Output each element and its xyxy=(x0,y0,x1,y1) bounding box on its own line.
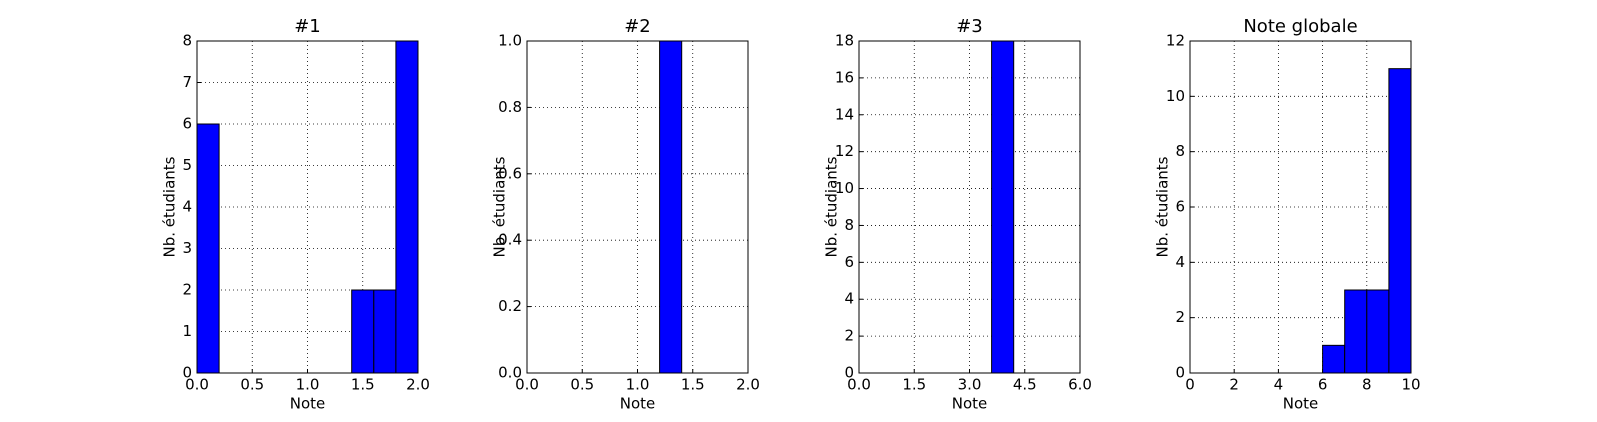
bar xyxy=(196,123,220,374)
x-axis-label: Note xyxy=(290,395,326,413)
x-tick-label: 0.5 xyxy=(240,376,264,394)
chart-title: #3 xyxy=(956,16,983,37)
y-tick-label: 8 xyxy=(1175,142,1185,160)
y-tick-label: 3 xyxy=(182,239,192,257)
y-tick-label: 0 xyxy=(844,364,854,382)
y-tick-label: 2 xyxy=(1175,308,1185,326)
subplot: 0.0 0.5 1.0 1.5 2.0 0.0 0.2 0.4 0.6 0.8 1.0 #2 Note N… xyxy=(491,16,760,413)
subplot: 0.0 0.5 1.0 1.5 2.0 0 1 2 3 4 5 6 7 8 #1 Note Nb. étudia… xyxy=(161,16,430,413)
y-tick-label: 0.6 xyxy=(498,164,522,182)
axes-frame xyxy=(526,40,749,374)
y-tick-label: 1.0 xyxy=(498,32,522,50)
y-tick-label: 7 xyxy=(182,73,192,91)
y-tick-label: 0 xyxy=(1175,364,1185,382)
x-tick-label: 6.0 xyxy=(1068,376,1092,394)
y-tick-label: 0.4 xyxy=(498,231,522,249)
x-axis-label: Note xyxy=(952,395,988,413)
x-tick-label: 2.0 xyxy=(736,376,760,394)
y-axis-label: Nb. étudiants xyxy=(823,156,841,257)
y-tick-label: 0 xyxy=(182,364,192,382)
x-tick-label: 3.0 xyxy=(958,376,982,394)
x-tick-label: 4.5 xyxy=(1013,376,1037,394)
y-tick-label: 6 xyxy=(844,253,854,271)
bar xyxy=(1344,289,1368,374)
x-tick-label: 1.5 xyxy=(681,376,705,394)
x-tick-label: 10 xyxy=(1401,376,1420,394)
x-tick-label: 0.0 xyxy=(515,376,539,394)
x-tick-label: 0.5 xyxy=(570,376,594,394)
bar xyxy=(351,289,375,374)
x-tick-label: 1.5 xyxy=(902,376,926,394)
chart-title: #2 xyxy=(624,16,651,37)
y-tick-label: 8 xyxy=(182,32,192,50)
y-tick-label: 2 xyxy=(182,281,192,299)
bar xyxy=(659,40,683,374)
y-tick-label: 10 xyxy=(835,179,854,197)
bar xyxy=(1322,344,1346,374)
x-tick-label: 2 xyxy=(1229,376,1239,394)
axes-frame xyxy=(1189,40,1412,374)
bar xyxy=(1388,68,1412,374)
x-tick-label: 0.0 xyxy=(185,376,209,394)
y-axis-label: Nb. étudiants xyxy=(491,156,509,257)
chart-title: Note globale xyxy=(1243,16,1357,37)
bar xyxy=(1366,289,1390,374)
bar xyxy=(991,40,1015,374)
y-tick-label: 4 xyxy=(182,198,192,216)
y-tick-label: 12 xyxy=(835,142,854,160)
x-tick-label: 6 xyxy=(1318,376,1328,394)
y-tick-label: 6 xyxy=(1175,198,1185,216)
y-tick-label: 0.8 xyxy=(498,98,522,116)
x-tick-label: 4 xyxy=(1274,376,1284,394)
x-axis-label: Note xyxy=(620,395,656,413)
chart-title: #1 xyxy=(294,16,321,37)
y-tick-label: 18 xyxy=(835,32,854,50)
y-tick-label: 2 xyxy=(844,327,854,345)
bar xyxy=(395,40,419,374)
y-tick-label: 10 xyxy=(1166,87,1185,105)
y-axis-label: Nb. étudiants xyxy=(161,156,179,257)
x-axis-label: Note xyxy=(1283,395,1319,413)
bar xyxy=(373,289,397,374)
y-tick-label: 0.0 xyxy=(498,364,522,382)
y-tick-label: 5 xyxy=(182,156,192,174)
y-tick-label: 1 xyxy=(182,322,192,340)
x-tick-label: 2.0 xyxy=(406,376,430,394)
y-tick-label: 0.2 xyxy=(498,297,522,315)
x-tick-label: 1.0 xyxy=(296,376,320,394)
x-tick-label: 1.0 xyxy=(626,376,650,394)
axes-frame xyxy=(196,40,419,374)
y-tick-label: 14 xyxy=(835,105,854,123)
axes-frame xyxy=(858,40,1081,374)
y-tick-label: 8 xyxy=(844,216,854,234)
y-tick-label: 16 xyxy=(835,68,854,86)
x-tick-label: 1.5 xyxy=(351,376,375,394)
x-tick-label: 8 xyxy=(1362,376,1372,394)
subplot: 0 2 4 6 8 10 0 2 4 6 8 10 12 Note globale Note Nb. étud… xyxy=(1154,16,1421,413)
y-tick-label: 12 xyxy=(1166,32,1185,50)
y-tick-label: 4 xyxy=(1175,253,1185,271)
y-tick-label: 4 xyxy=(844,290,854,308)
y-tick-label: 6 xyxy=(182,115,192,133)
subplot: 0.0 1.5 3.0 4.5 6.0 0 2 4 6 8 10 12 14 16 18 #3 Note Nb. … xyxy=(823,16,1092,413)
y-axis-label: Nb. étudiants xyxy=(1154,156,1172,257)
x-tick-label: 0.0 xyxy=(847,376,871,394)
x-tick-label: 0 xyxy=(1185,376,1195,394)
